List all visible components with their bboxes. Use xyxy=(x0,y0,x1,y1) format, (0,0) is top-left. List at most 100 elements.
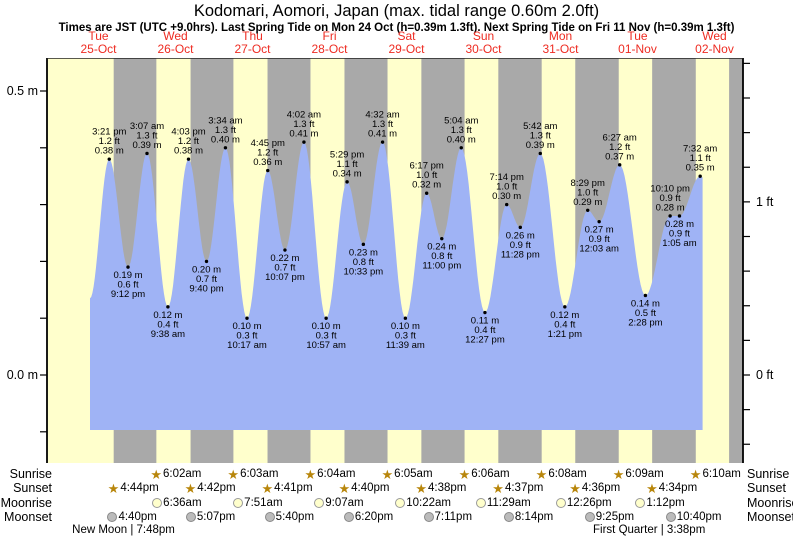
tide-high-annotation: 4:03 pm 1.2 ft 0.38 m xyxy=(171,127,205,157)
astro-time-text: 7:51am xyxy=(244,497,283,509)
tide-extreme-dot xyxy=(107,157,111,161)
moonrise-time: 6:36am xyxy=(152,496,202,510)
astro-time-text: 6:04am xyxy=(317,468,356,480)
astro-time-text: 9:25pm xyxy=(595,511,635,523)
tide-high-annotation: 6:27 am 1.2 ft 0.37 m xyxy=(603,132,637,162)
tide-high-annotation: 5:04 am 1.3 ft 0.40 m xyxy=(444,115,478,145)
tide-extreme-dot xyxy=(283,248,287,252)
tide-extreme-dot xyxy=(145,151,149,156)
astro-time-text: 6:05am xyxy=(394,468,433,480)
moonset-time: 5:40pm xyxy=(264,510,314,524)
astro-time-text: 6:36am xyxy=(163,497,202,509)
left-axis-label: 0.0 m xyxy=(7,368,38,382)
tide-extreme-dot xyxy=(518,225,522,230)
tide-extreme-dot xyxy=(380,140,385,144)
sunset-time: ★ 4:44pm xyxy=(108,481,159,495)
sunrise-star-icon: ★ xyxy=(612,466,625,482)
sunrise-time: ★ 6:10am xyxy=(690,467,741,481)
tide-extreme-dot xyxy=(345,180,349,184)
tide-extreme-dot xyxy=(677,214,682,218)
tide-extreme-dot xyxy=(643,293,648,298)
sunset-time: ★ 4:42pm xyxy=(185,481,236,495)
astro-row-label-right: Sunset xyxy=(747,481,786,495)
tide-extreme-dot xyxy=(324,316,328,320)
astro-time-text: 9:07am xyxy=(325,497,364,509)
tide-high-annotation: 4:32 am 1.3 ft 0.41 m xyxy=(365,110,399,140)
moonrise-time: 7:51am xyxy=(233,496,283,510)
day-label: Wed 26-Oct xyxy=(157,29,194,56)
moon-phase-label: New Moon | 7:48pm xyxy=(72,524,175,536)
tide-low-annotation: 0.11 m 0.4 ft 12:27 pm xyxy=(465,316,505,346)
tide-low-annotation: 0.23 m 0.8 ft 10:33 pm xyxy=(344,247,384,277)
tide-low-annotation: 0.12 m 0.4 ft 9:38 am xyxy=(151,310,185,340)
tide-extreme-dot xyxy=(403,316,408,320)
tide-extreme-dot xyxy=(563,305,567,309)
sunset-time: ★ 4:36pm xyxy=(569,481,620,495)
astro-time-text: 4:34pm xyxy=(658,482,698,494)
moonrise-time: 9:07am xyxy=(314,496,364,510)
astro-time-text: 7:11pm xyxy=(434,511,473,523)
tide-low-annotation: 0.28 m 0.9 ft 1:05 am xyxy=(662,219,696,249)
moonset-circle-icon xyxy=(185,512,196,522)
tide-low-annotation: 0.10 m 0.3 ft 11:39 am xyxy=(386,321,425,351)
right-axis-label: 1 ft xyxy=(756,195,774,209)
moonset-circle-icon xyxy=(423,512,434,522)
tide-extreme-dot xyxy=(505,202,509,207)
astro-time-text: 6:03am xyxy=(240,468,279,480)
tide-extreme-dot xyxy=(597,219,601,224)
right-axis-label: 0 ft xyxy=(756,368,774,382)
moonrise-circle-icon xyxy=(314,498,325,508)
moonset-time: 7:11pm xyxy=(423,510,473,524)
page-title: Kodomari, Aomori, Japan (max. tidal rang… xyxy=(193,2,600,20)
tide-extreme-dot xyxy=(204,259,209,264)
tide-extreme-dot xyxy=(538,151,542,156)
sunset-star-icon: ★ xyxy=(646,480,658,496)
moonrise-circle-icon xyxy=(555,498,566,508)
astro-time-text: 4:38pm xyxy=(428,482,467,494)
astro-row-label-right: Sunrise xyxy=(747,467,790,481)
sunrise-star-icon: ★ xyxy=(150,466,162,482)
tide-extreme-dot xyxy=(586,208,590,212)
moonset-circle-icon xyxy=(503,512,514,522)
tide-extreme-dot xyxy=(186,157,191,161)
astro-time-text: 4:42pm xyxy=(197,482,236,494)
astro-time-text: 5:07pm xyxy=(196,511,236,523)
sunrise-time: ★ 6:04am xyxy=(304,467,355,481)
tide-low-annotation: 0.19 m 0.6 ft 9:12 pm xyxy=(111,270,145,300)
day-label: Tue 25-Oct xyxy=(80,29,117,56)
sunset-star-icon: ★ xyxy=(415,480,428,496)
day-label: Thu 27-Oct xyxy=(234,29,271,56)
tide-extreme-dot xyxy=(223,146,228,150)
sunset-time: ★ 4:37pm xyxy=(492,481,543,495)
tide-high-annotation: 10:10 pm 0.9 ft 0.28 m xyxy=(650,184,690,214)
tide-low-annotation: 0.10 m 0.3 ft 10:57 am xyxy=(306,321,346,351)
sunset-star-icon: ★ xyxy=(492,480,504,496)
tide-high-annotation: 7:32 am 1.1 ft 0.35 m xyxy=(683,144,717,174)
sunrise-star-icon: ★ xyxy=(227,466,240,482)
moonset-time: 5:07pm xyxy=(185,510,236,524)
astro-time-text: 12:26pm xyxy=(566,497,612,509)
day-label: Mon 31-Oct xyxy=(542,29,579,56)
sunrise-time: ★ 6:05am xyxy=(382,467,433,481)
astro-time-text: 10:22am xyxy=(406,497,452,509)
tide-low-annotation: 0.20 m 0.7 ft 9:40 pm xyxy=(189,264,223,294)
astro-time-text: 6:20pm xyxy=(354,511,394,523)
sunset-time: ★ 4:34pm xyxy=(646,481,697,495)
tide-low-annotation: 0.26 m 0.9 ft 11:28 pm xyxy=(501,230,540,260)
tide-extreme-dot xyxy=(302,140,306,144)
moonrise-circle-icon xyxy=(233,498,244,508)
sunrise-time: ★ 6:09am xyxy=(613,467,664,481)
moonset-time: 8:14pm xyxy=(503,510,553,524)
tide-low-annotation: 0.12 m 0.4 ft 1:21 pm xyxy=(548,310,582,340)
tide-extreme-dot xyxy=(459,146,463,150)
moonset-circle-icon xyxy=(343,512,354,522)
moonset-time: 9:25pm xyxy=(584,510,635,524)
night-band xyxy=(729,58,743,463)
astro-row-label-left: Moonset xyxy=(4,510,52,524)
tide-extreme-dot xyxy=(266,168,270,173)
sunset-time: ★ 4:41pm xyxy=(262,481,313,495)
tide-extreme-dot xyxy=(166,305,170,309)
moonset-circle-icon xyxy=(264,512,275,522)
moonrise-circle-icon xyxy=(152,498,163,508)
